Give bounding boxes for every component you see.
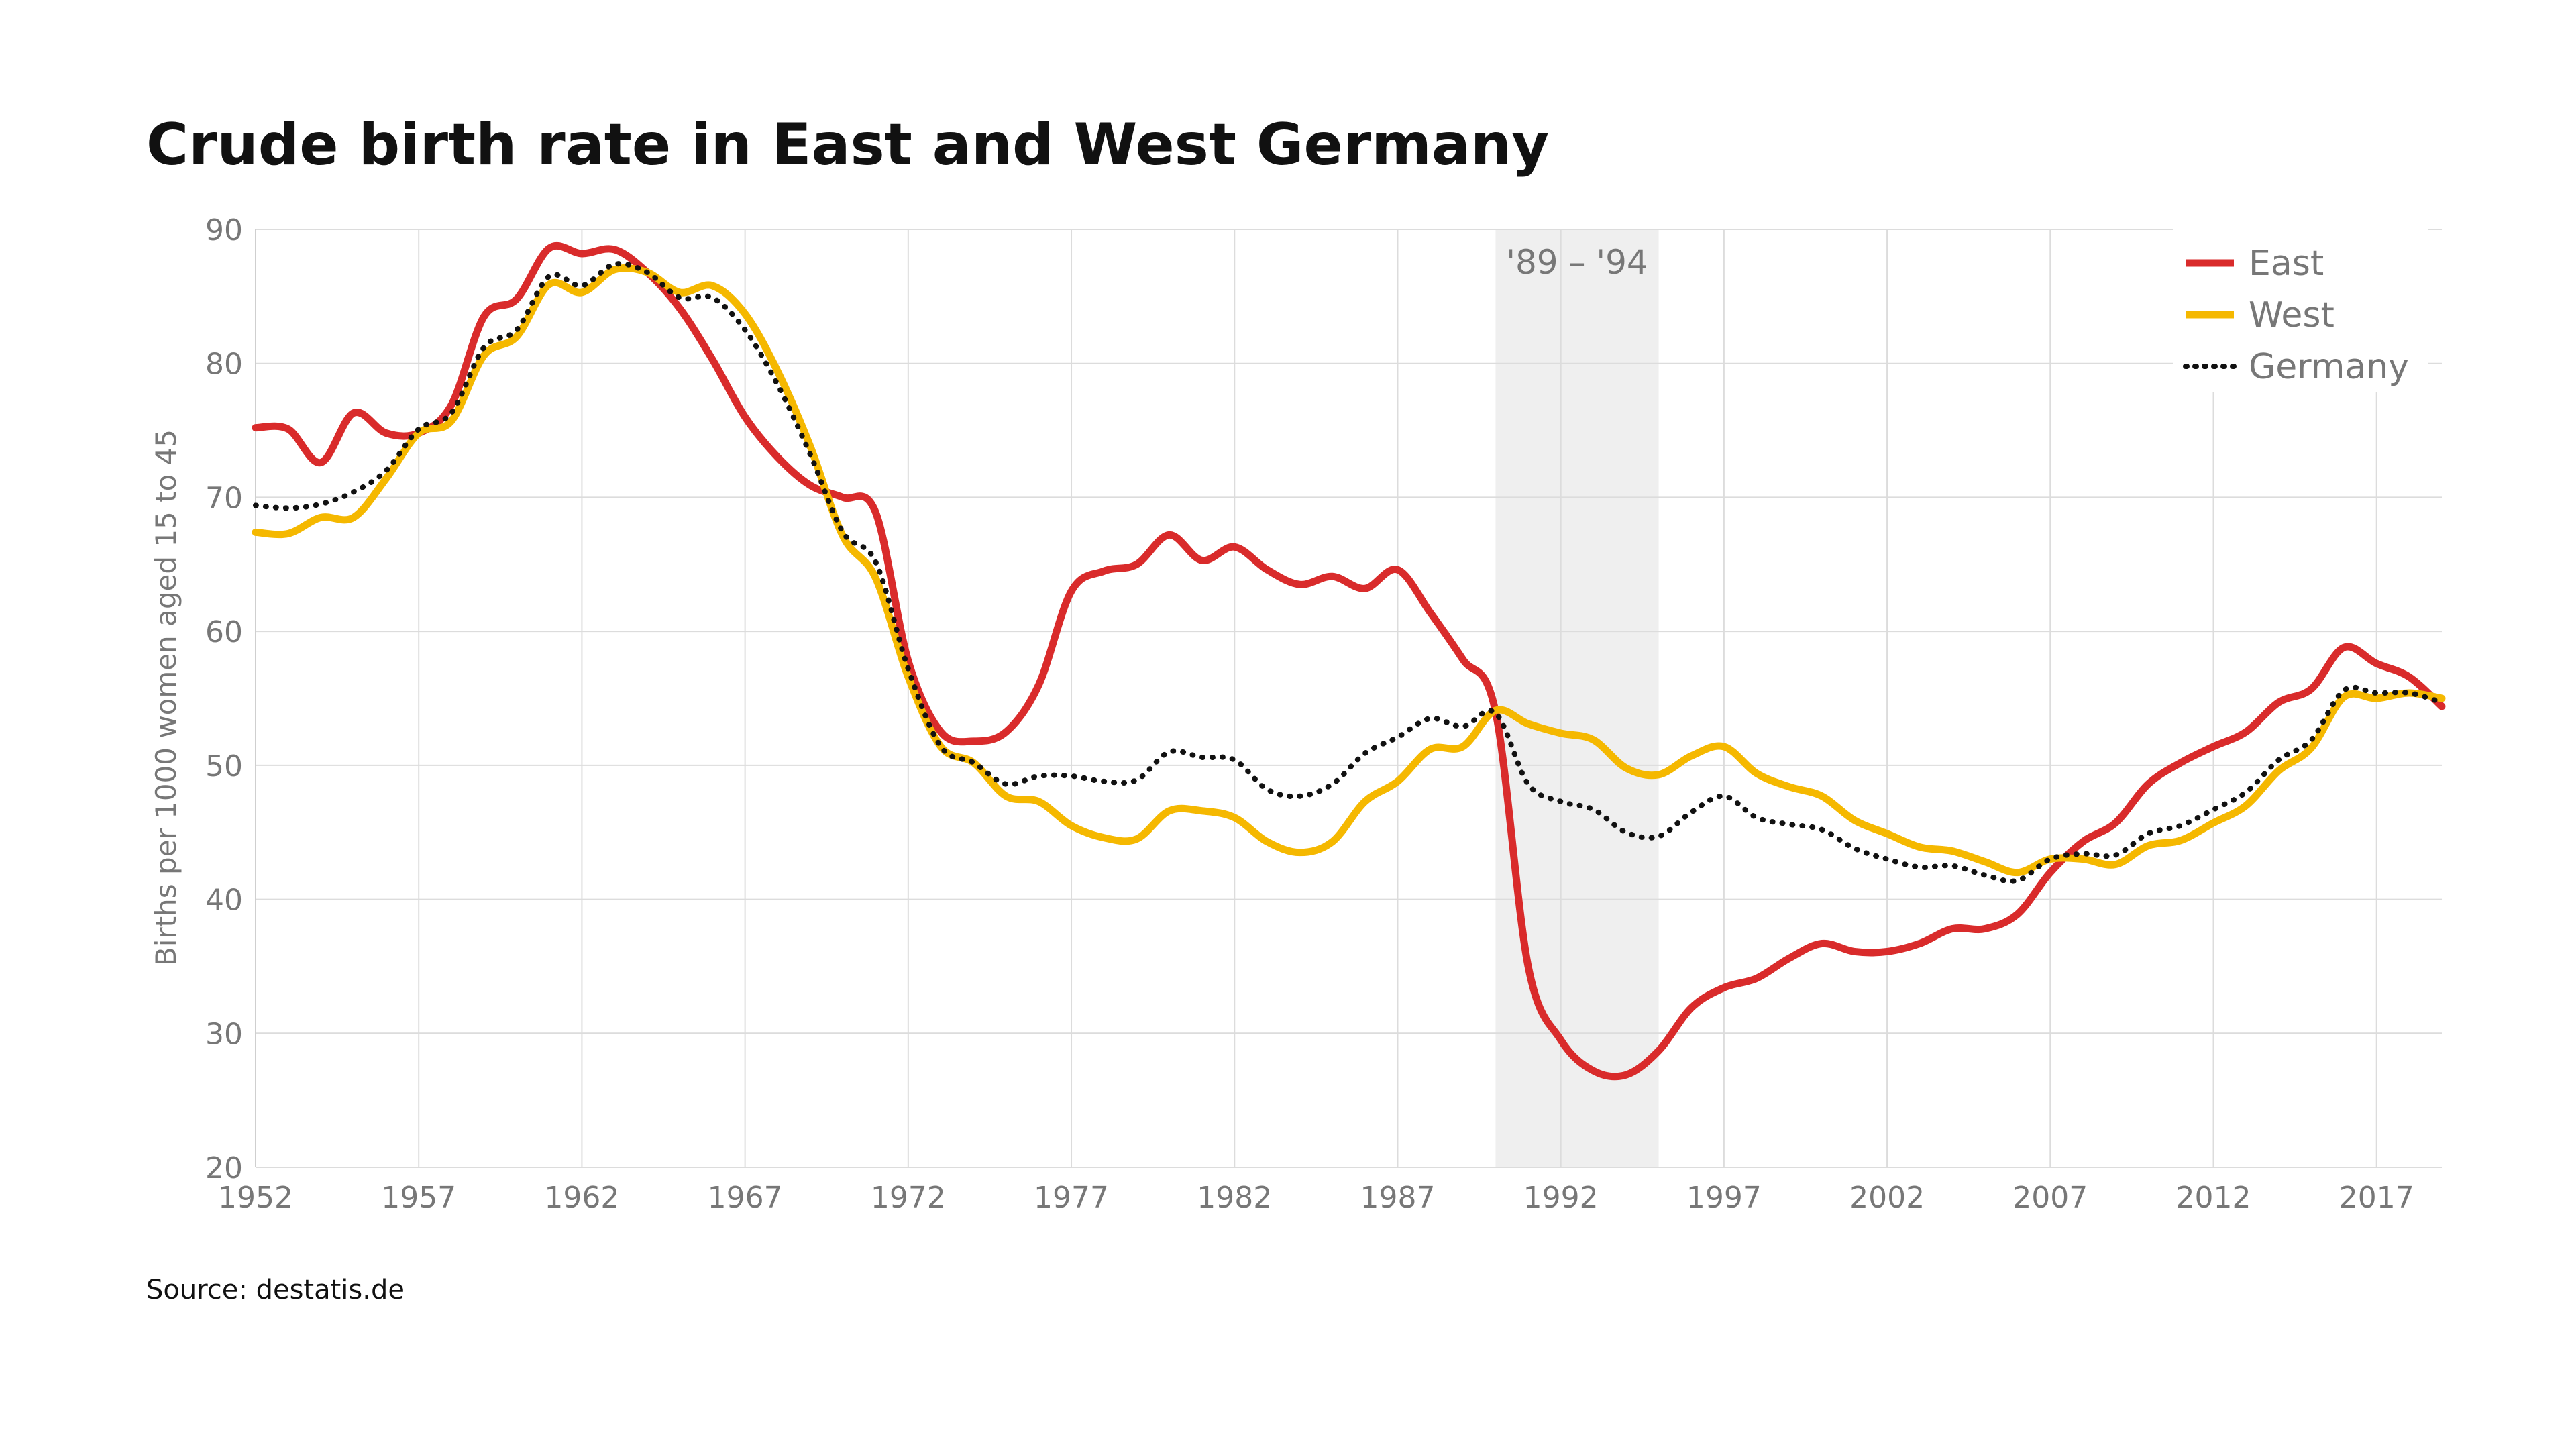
gridlines xyxy=(255,229,2442,1168)
legend: East West Germany xyxy=(2174,228,2428,392)
y-tick-label: 90 xyxy=(205,213,243,248)
series-line-west xyxy=(252,264,2446,877)
x-tick-label: 1972 xyxy=(871,1181,946,1215)
x-tick-label: 1997 xyxy=(1686,1181,1762,1215)
y-axis-title: Births per 1000 women aged 15 to 45 xyxy=(150,429,182,966)
x-tick-label: 2007 xyxy=(2012,1181,2088,1215)
x-tick-label: 1977 xyxy=(1034,1181,1109,1215)
legend-label-east: East xyxy=(2249,244,2324,284)
shaded-region: '89 – '94 xyxy=(1495,229,1659,1167)
y-tick-label: 20 xyxy=(205,1151,243,1185)
x-tick-label: 1957 xyxy=(381,1181,456,1215)
x-tick-label: 2002 xyxy=(1849,1181,1925,1215)
legend-label-germany: Germany xyxy=(2249,347,2409,387)
source-note: Source: destatis.de xyxy=(146,1275,405,1305)
x-tick-label: 1992 xyxy=(1523,1181,1599,1215)
x-tick-label: 1982 xyxy=(1197,1181,1272,1215)
y-tick-label: 40 xyxy=(205,883,243,918)
legend-label-west: West xyxy=(2249,295,2334,335)
y-tick-label: 30 xyxy=(205,1017,243,1051)
y-tick-label: 70 xyxy=(205,481,243,515)
shaded-period xyxy=(1495,229,1659,1167)
x-tick-label: 1962 xyxy=(544,1181,619,1215)
series-line-germany xyxy=(253,261,2445,884)
x-tick-label: 1987 xyxy=(1360,1181,1435,1215)
x-tick-label: 2012 xyxy=(2176,1181,2251,1215)
y-tick-label: 50 xyxy=(205,749,243,784)
x-tick-label: 1952 xyxy=(218,1181,293,1215)
x-axis-ticks: 1952 1957 1962 1967 1972 1977 1982 1987 1992 1997… xyxy=(218,1181,2414,1215)
chart-title: Crude birth rate in East and West German… xyxy=(146,111,1549,178)
y-tick-label: 60 xyxy=(205,615,243,649)
series-lines xyxy=(252,241,2446,1081)
shaded-period-label: '89 – '94 xyxy=(1506,243,1648,282)
x-tick-label: 2017 xyxy=(2339,1181,2414,1215)
y-axis-ticks: 20 30 40 50 60 70 80 90 xyxy=(205,213,243,1185)
series-line-east xyxy=(252,241,2446,1081)
y-tick-label: 80 xyxy=(205,347,243,382)
x-tick-label: 1967 xyxy=(708,1181,783,1215)
